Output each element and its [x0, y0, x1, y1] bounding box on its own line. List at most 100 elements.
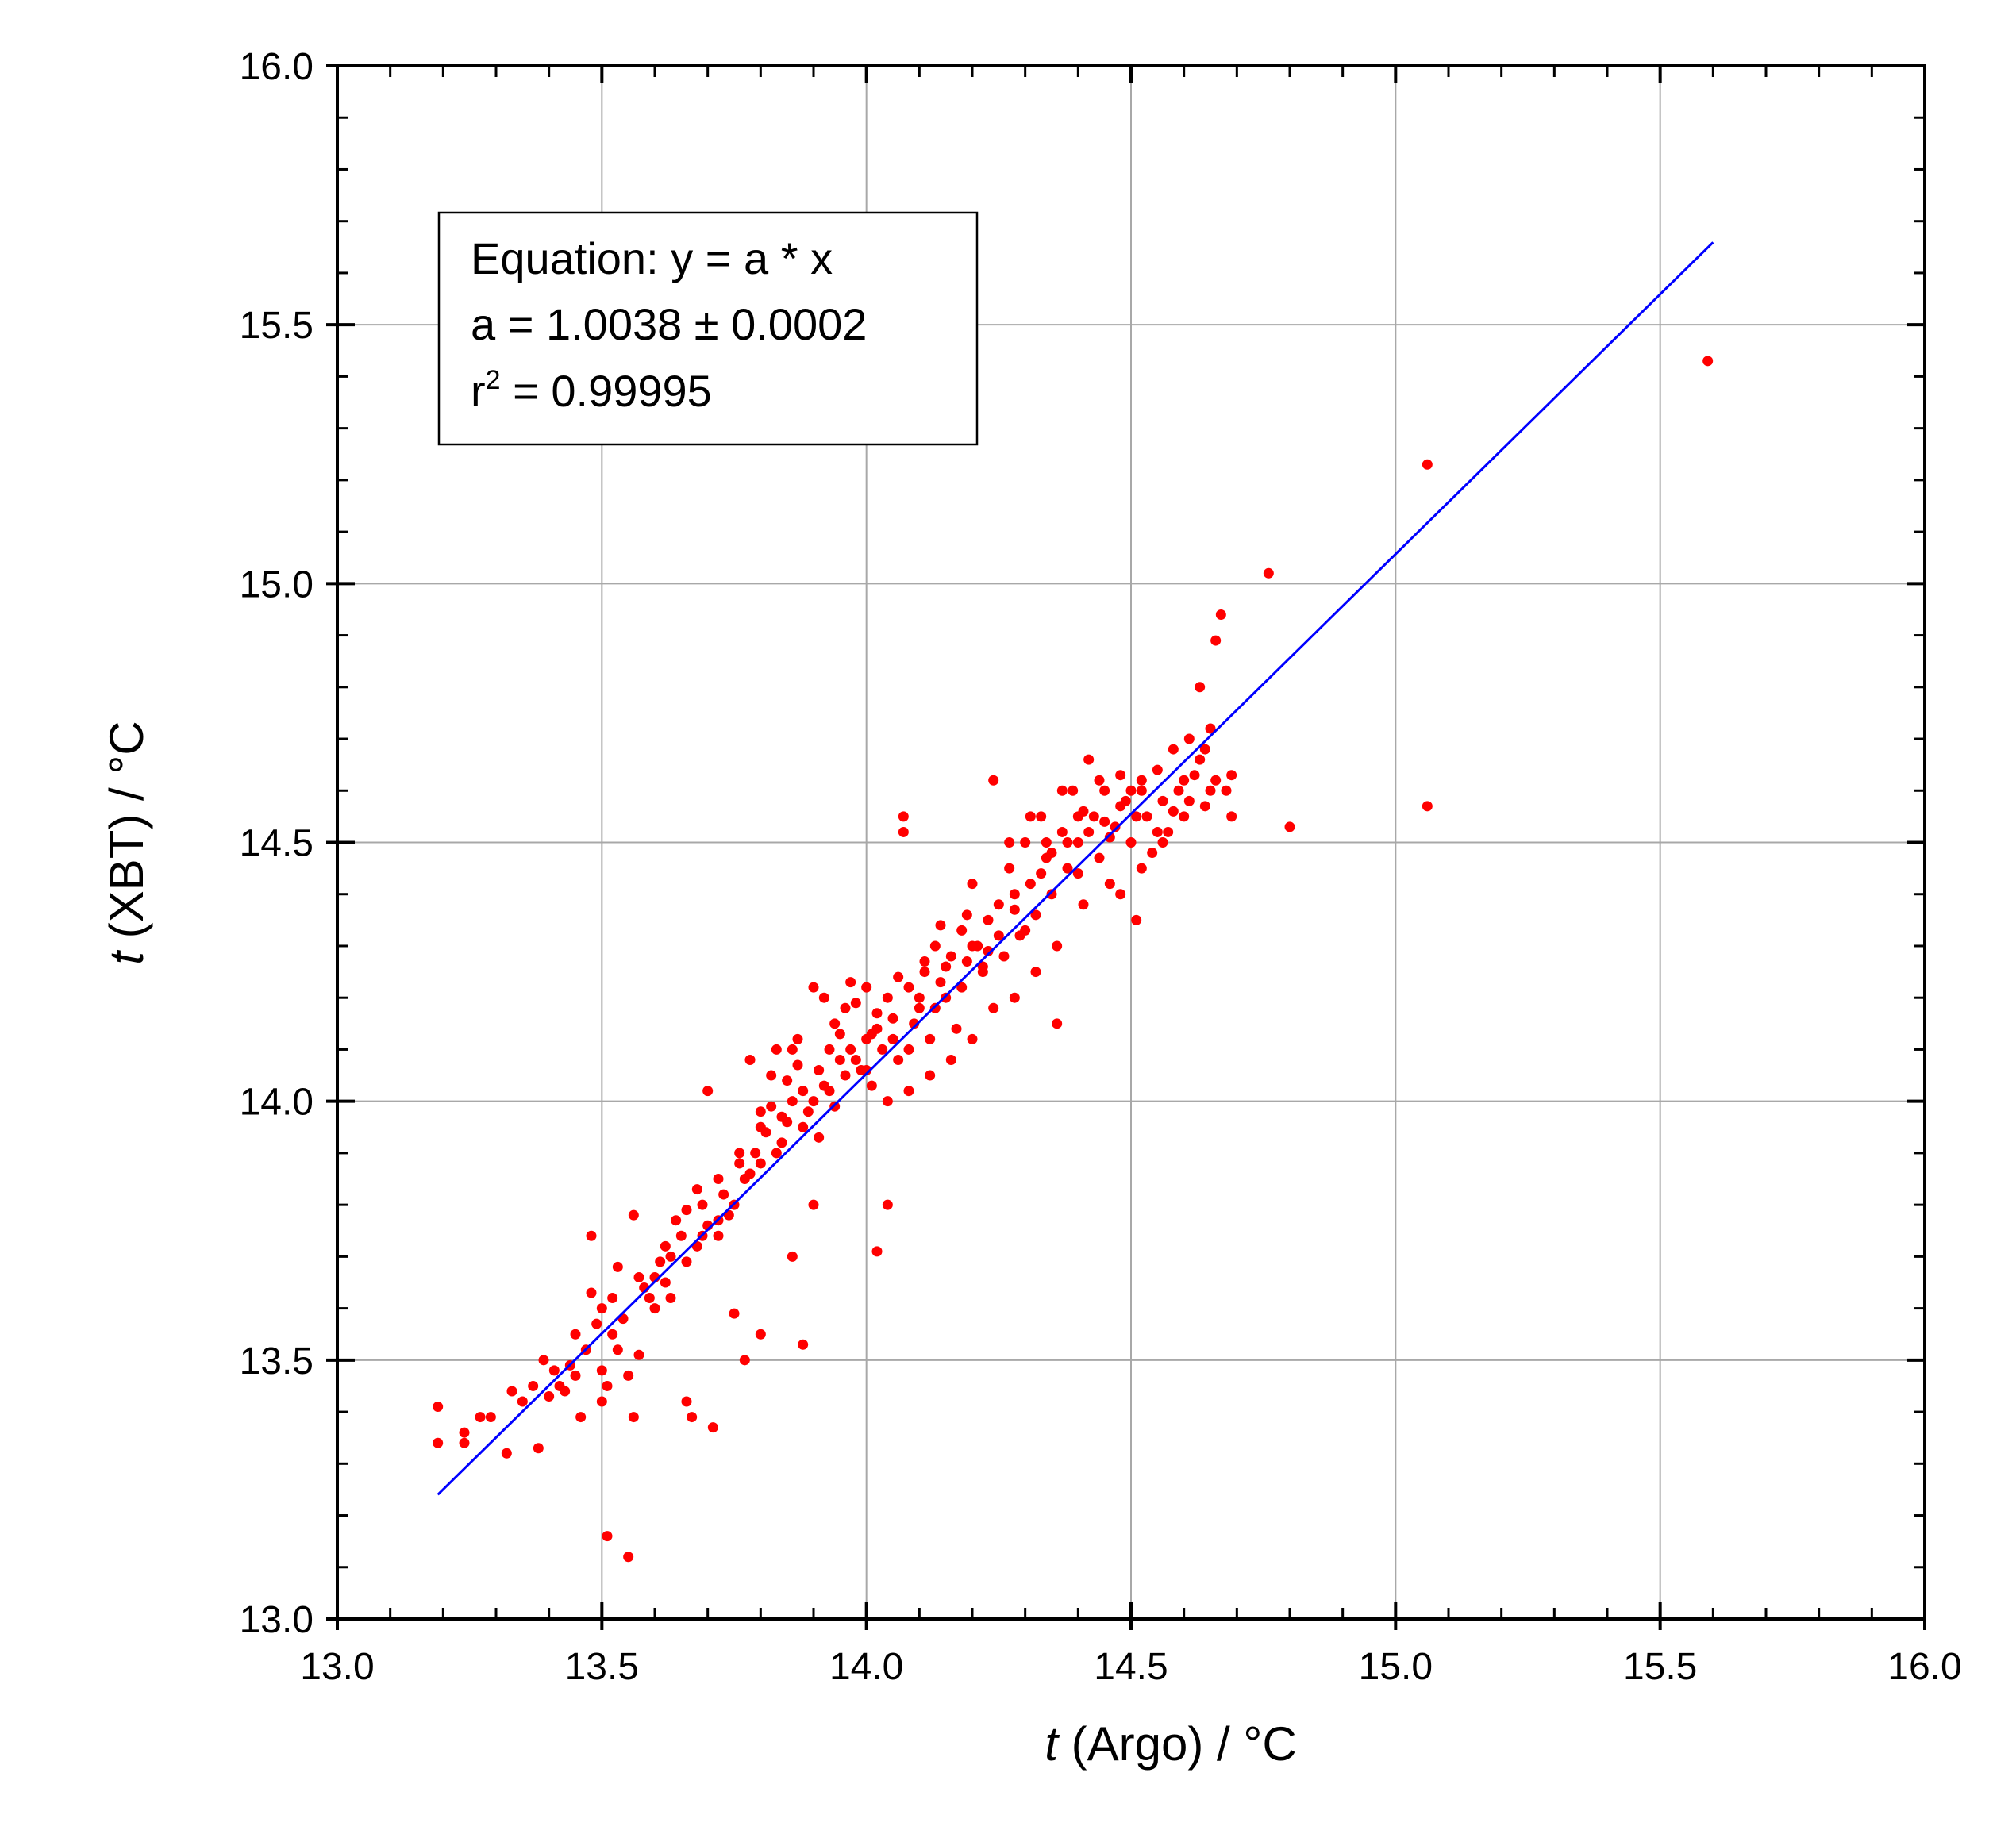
data-point — [1215, 609, 1226, 620]
data-point — [956, 925, 968, 936]
data-point — [776, 1111, 787, 1122]
data-point — [1072, 868, 1083, 879]
data-point — [734, 1158, 745, 1169]
data-point — [1056, 785, 1068, 796]
data-point — [1088, 811, 1099, 822]
data-point — [871, 1246, 883, 1257]
data-point — [1147, 848, 1158, 859]
data-point — [898, 826, 909, 837]
data-point — [1062, 863, 1073, 874]
annotation-r-squared: r2 = 0.99995 — [471, 365, 712, 416]
data-point — [1020, 837, 1031, 848]
data-point — [707, 1422, 718, 1433]
data-point — [925, 1070, 936, 1081]
data-point — [798, 1339, 809, 1350]
data-point — [1163, 826, 1174, 837]
data-point — [840, 1002, 851, 1013]
data-point — [1004, 837, 1015, 848]
x-axis-title-italic: t — [1045, 1717, 1060, 1771]
data-point — [713, 1230, 724, 1241]
data-point — [755, 1329, 766, 1340]
data-point — [729, 1308, 740, 1319]
data-point — [607, 1329, 618, 1340]
fit-line-group — [437, 241, 1714, 1496]
data-point — [607, 1293, 618, 1304]
data-point — [755, 1158, 766, 1169]
data-point — [506, 1386, 517, 1397]
x-tick-label: 16.0 — [1887, 1646, 1961, 1688]
y-axis-title-italic: t — [100, 950, 153, 965]
x-tick-labels: 13.0 13.5 14.0 14.5 15.0 15.5 16.0 — [300, 1646, 1961, 1688]
y-tick-labels: 13.0 13.5 14.0 14.5 15.0 15.5 16.0 — [240, 46, 314, 1641]
data-point — [586, 1230, 597, 1241]
data-point — [1083, 754, 1095, 765]
data-point — [877, 1044, 888, 1055]
data-point — [548, 1365, 560, 1376]
data-point — [1226, 811, 1237, 822]
data-point — [660, 1277, 671, 1288]
data-point — [560, 1386, 571, 1397]
data-point — [893, 971, 904, 982]
data-point — [871, 1008, 883, 1019]
data-point — [1221, 785, 1232, 796]
data-point — [887, 1013, 898, 1024]
data-point — [882, 992, 893, 1003]
data-point — [802, 1106, 814, 1117]
data-point — [687, 1412, 698, 1423]
data-point — [681, 1256, 692, 1267]
data-point — [945, 951, 956, 962]
data-point — [776, 1137, 787, 1148]
data-point — [586, 1287, 597, 1298]
data-point — [1199, 744, 1210, 755]
data-point — [623, 1370, 634, 1381]
data-point — [1131, 811, 1142, 822]
data-point — [485, 1412, 496, 1423]
data-point — [1183, 733, 1195, 744]
data-point — [1104, 879, 1115, 890]
data-point — [814, 1065, 825, 1076]
data-point — [1263, 567, 1274, 579]
fit-line — [437, 241, 1714, 1496]
data-point — [850, 998, 861, 1009]
data-point — [633, 1349, 644, 1360]
data-point — [681, 1396, 692, 1407]
data-point — [914, 1002, 925, 1013]
data-point — [903, 1086, 914, 1097]
data-point — [967, 1033, 978, 1044]
minor-ticks — [337, 66, 1925, 1619]
data-point — [961, 956, 972, 967]
data-point — [675, 1230, 687, 1241]
data-point — [1056, 826, 1068, 837]
annotation-equation: Equation: y = a * x — [471, 233, 833, 283]
data-point — [771, 1148, 782, 1159]
data-point — [935, 920, 946, 931]
data-point — [570, 1370, 581, 1381]
data-point — [702, 1086, 714, 1097]
data-point — [1226, 770, 1237, 781]
data-point — [1094, 775, 1105, 786]
data-point — [1168, 806, 1179, 817]
data-point — [941, 961, 952, 972]
data-point — [834, 1029, 845, 1040]
data-point — [602, 1531, 613, 1542]
data-point — [887, 1033, 898, 1044]
data-point — [501, 1448, 512, 1459]
data-point — [602, 1380, 613, 1391]
data-point — [983, 914, 994, 925]
data-point — [433, 1437, 444, 1448]
data-point — [665, 1293, 676, 1304]
data-point — [1068, 785, 1079, 796]
data-point — [1046, 848, 1057, 859]
r-value: = 0.99995 — [501, 366, 712, 416]
data-point — [544, 1390, 555, 1402]
data-point — [824, 1044, 835, 1055]
data-point — [1205, 785, 1216, 796]
data-point — [929, 1002, 941, 1013]
data-point — [734, 1148, 745, 1159]
data-point — [935, 977, 946, 988]
data-point — [818, 992, 829, 1003]
data-point — [528, 1380, 539, 1391]
data-point — [998, 951, 1010, 962]
